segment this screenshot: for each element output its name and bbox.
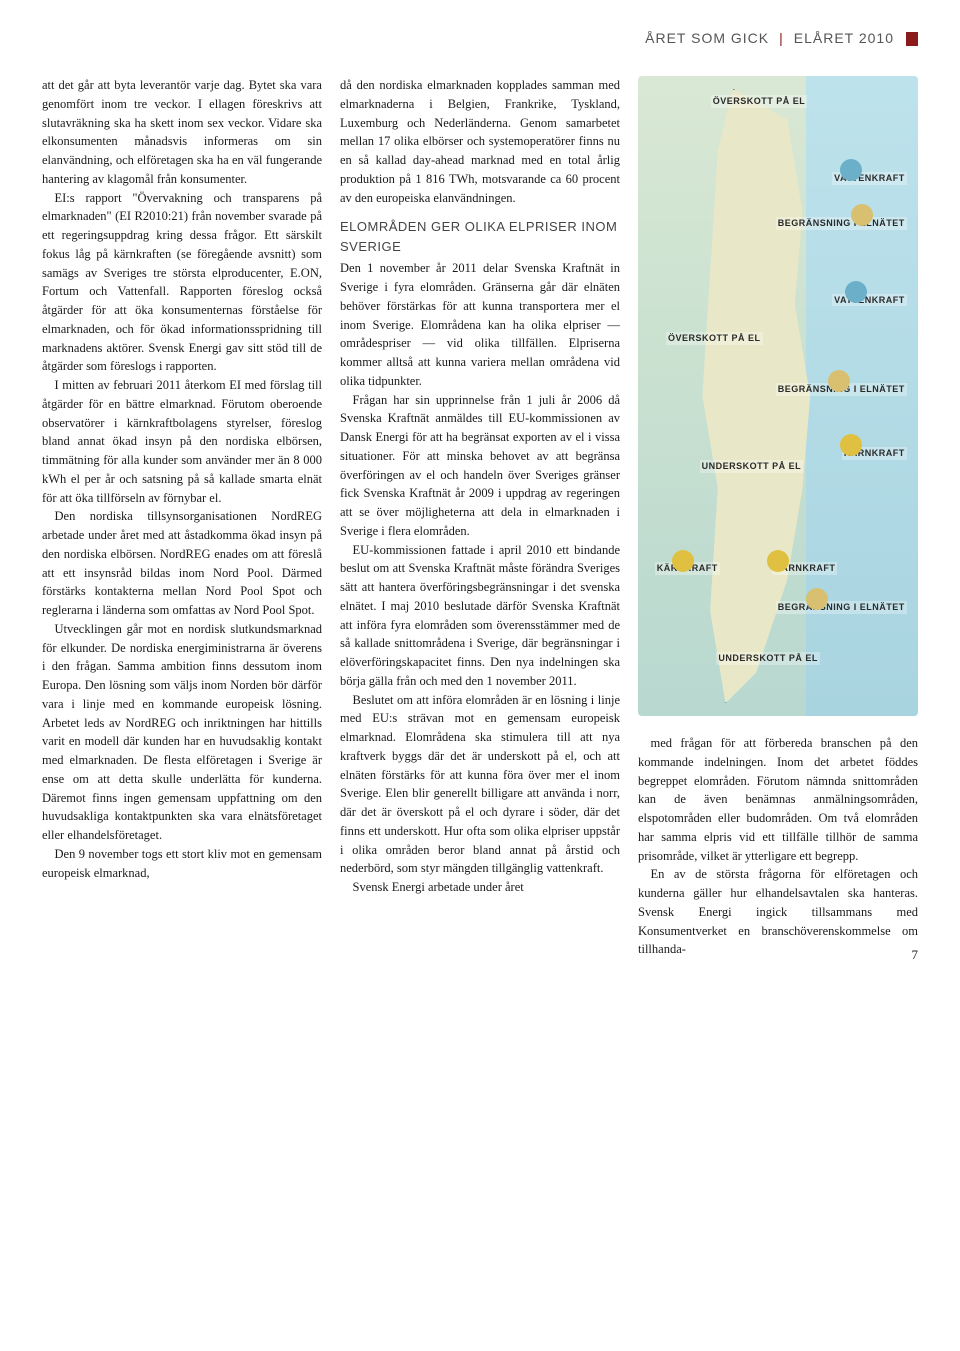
nuclear-icon [672,550,694,572]
body-text: Den nordiska tillsynsorganisationen Nord… [42,507,322,620]
body-text: I mitten av februari 2011 återkom EI med… [42,376,322,507]
body-text: En av de största frågorna för elföretage… [638,865,918,959]
map-label: UNDERSKOTT PÅ EL [700,460,804,473]
map-label: UNDERSKOTT PÅ EL [716,652,820,665]
map-label: BEGRÄNSNING I ELNÄTET [776,217,907,230]
page-header: ÅRET SOM GICK | ELÅRET 2010 [42,30,918,48]
hydro-icon [845,281,867,303]
hourglass-icon [806,588,828,610]
body-text: Den 9 november togs ett stort kliv mot e… [42,845,322,883]
text-columns: att det går att byta leverantör varje da… [42,76,918,959]
body-text: Beslutet om att införa elområden är en l… [340,691,620,879]
hourglass-icon [851,204,873,226]
nuclear-icon [840,434,862,456]
hydro-icon [840,159,862,181]
nuclear-icon [767,550,789,572]
map-label: BEGRÄNSNING I ELNÄTET [776,601,907,614]
body-text: EI:s rapport "Övervakning och transparen… [42,189,322,377]
map-figure: ÖVERSKOTT PÅ EL VATTENKRAFT BEGRÄNSNING … [638,76,918,716]
header-accent-bar [906,32,918,46]
body-text: Den 1 november år 2011 delar Svenska Kra… [340,259,620,390]
column-3: ÖVERSKOTT PÅ EL VATTENKRAFT BEGRÄNSNING … [638,76,918,959]
body-text: att det går att byta leverantör varje da… [42,76,322,189]
header-divider: | [779,30,784,46]
body-text: Svensk Energi arbetade under året [340,878,620,897]
map-label: ÖVERSKOTT PÅ EL [666,332,763,345]
body-text: då den nordiska elmarknaden kopplades sa… [340,76,620,207]
sweden-map: ÖVERSKOTT PÅ EL VATTENKRAFT BEGRÄNSNING … [638,76,918,716]
column-1: att det går att byta leverantör varje da… [42,76,322,959]
body-text: EU-kommissionen fattade i april 2010 ett… [340,541,620,691]
page-number: 7 [912,947,919,963]
column-2: då den nordiska elmarknaden kopplades sa… [340,76,620,959]
header-section: ÅRET SOM GICK [645,30,769,46]
map-label: VATTENKRAFT [832,294,907,307]
body-text: med frågan för att förbereda branschen p… [638,734,918,865]
header-subsection: ELÅRET 2010 [794,30,894,46]
body-text: Utvecklingen går mot en nordisk slutkund… [42,620,322,845]
body-text: Frågan har sin upprinnelse från 1 juli å… [340,391,620,541]
map-label: ÖVERSKOTT PÅ EL [711,95,808,108]
section-heading: ELOMRÅDEN GER OLIKA ELPRISER INOM SVERIG… [340,217,620,256]
